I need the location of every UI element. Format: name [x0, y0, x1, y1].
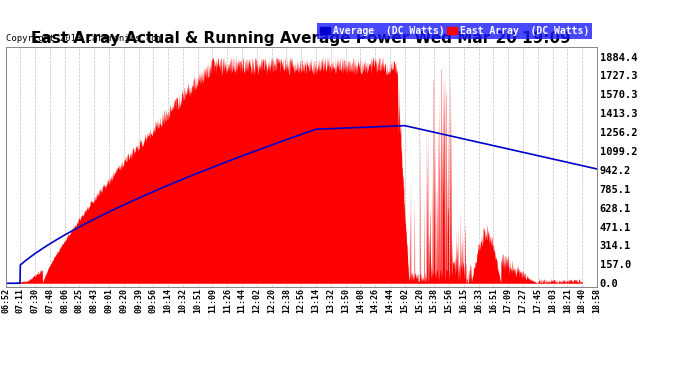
Title: East Array Actual & Running Average Power Wed Mar 20 19:09: East Array Actual & Running Average Powe… — [31, 31, 571, 46]
Text: Copyright 2013 Cartronics.com: Copyright 2013 Cartronics.com — [6, 34, 161, 43]
Legend: Average  (DC Watts), East Array  (DC Watts): Average (DC Watts), East Array (DC Watts… — [317, 23, 592, 39]
